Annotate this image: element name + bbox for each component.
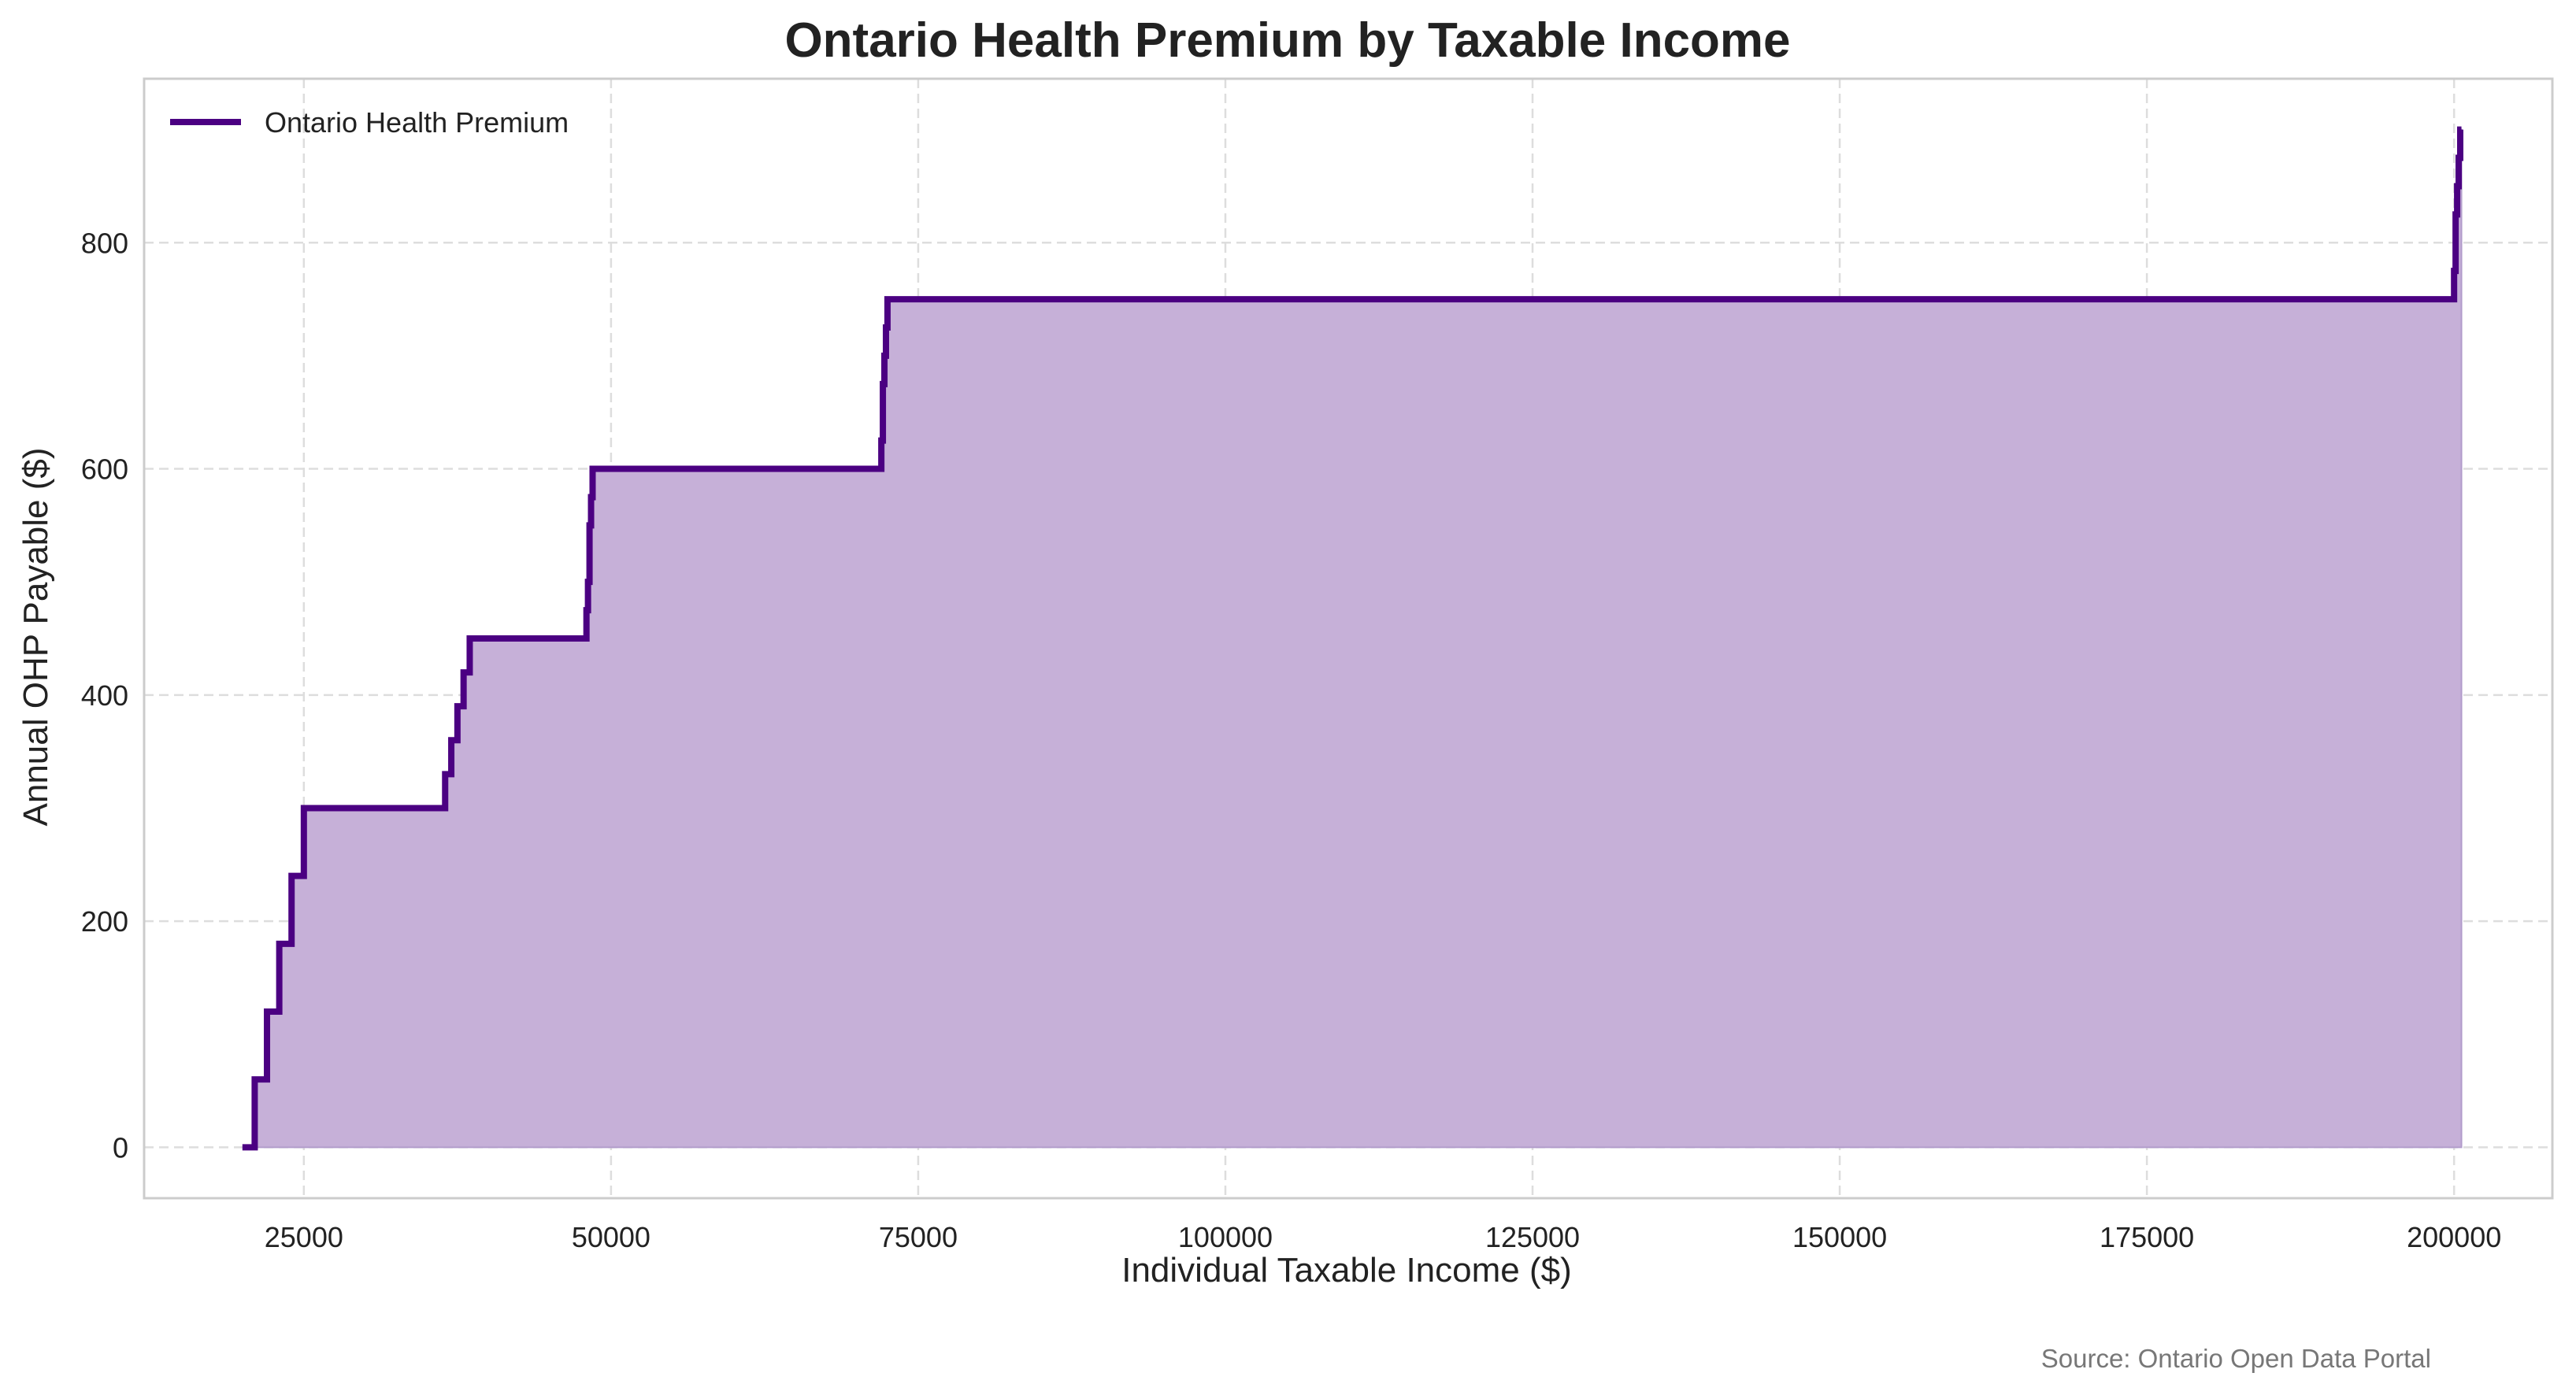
y-tick-label: 600	[81, 453, 128, 486]
y-tick-label: 0	[113, 1131, 128, 1164]
x-tick-label: 200000	[2407, 1221, 2501, 1253]
y-axis-label: Annual OHP Payable ($)	[17, 447, 55, 826]
legend-label: Ontario Health Premium	[265, 106, 569, 139]
x-axis-label: Individual Taxable Income ($)	[1121, 1251, 1572, 1290]
x-axis-ticks: 25000 50000 75000 100000 125000 150000 175000 2…	[265, 1221, 2501, 1253]
y-tick-label: 200	[81, 905, 128, 938]
legend: Ontario Health Premium	[170, 106, 569, 139]
line-layer	[242, 126, 2463, 1151]
chart-title: Ontario Health Premium by Taxable Income	[784, 13, 1790, 68]
plot-frame	[143, 77, 2554, 1200]
series-line	[242, 126, 2463, 1151]
x-tick-label: 75000	[879, 1221, 958, 1253]
x-tick-label: 50000	[572, 1221, 650, 1253]
x-tick-label: 150000	[1792, 1221, 1887, 1253]
x-tick-label: 100000	[1178, 1221, 1273, 1253]
x-tick-label: 175000	[2100, 1221, 2194, 1253]
y-tick-label: 400	[81, 679, 128, 712]
x-tick-label: 125000	[1485, 1221, 1580, 1253]
x-tick-label: 25000	[265, 1221, 343, 1253]
source-note: Source: Ontario Open Data Portal	[2041, 1344, 2431, 1373]
y-tick-label: 800	[81, 227, 128, 259]
y-axis-ticks: 0 200 400 600 800	[81, 227, 128, 1164]
